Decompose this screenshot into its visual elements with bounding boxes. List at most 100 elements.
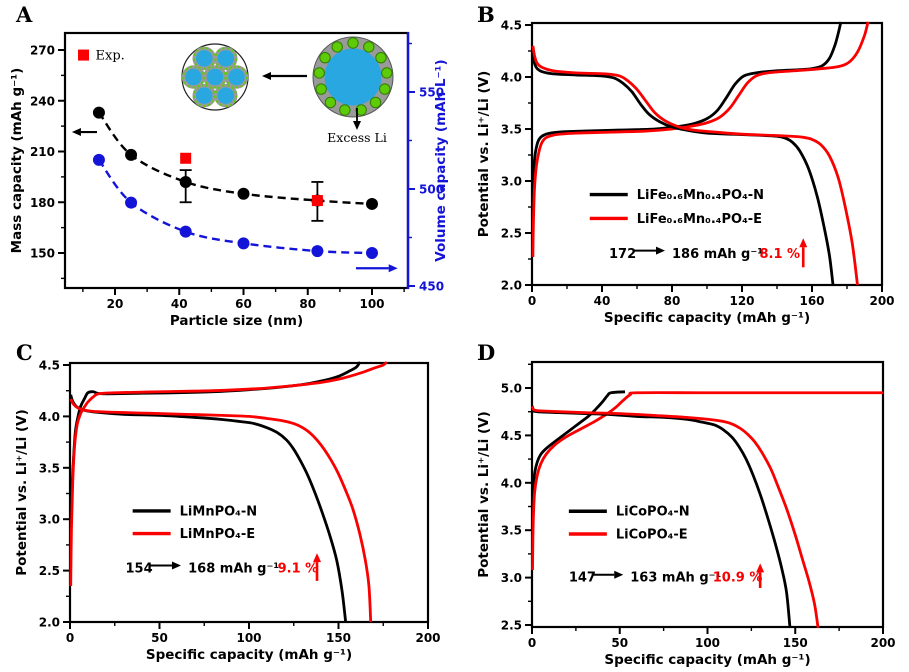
y-tick-label: 4.5: [501, 19, 522, 33]
x-tick-label: 100: [695, 636, 720, 650]
y-tick-label: 3.5: [501, 123, 522, 137]
series-LiCoPO4-E-discharge: [531, 405, 820, 629]
arrow-head: [756, 563, 765, 573]
excess-li-dot: [379, 83, 391, 95]
y-tick-label: 2.5: [501, 227, 522, 241]
x-tick-label: 50: [151, 631, 168, 645]
arrow-head: [171, 561, 181, 570]
legend-label: LiMnPO₄-N: [180, 504, 257, 519]
series-LiFe0.6Mn0.4PO4-E-charge: [531, 21, 870, 257]
x-tick-label: 160: [799, 294, 824, 308]
x-tick-label: 60: [235, 297, 252, 311]
y-tick-label: 4.5: [39, 359, 60, 373]
point-volume-capacity-calculated: [237, 237, 250, 250]
annotation-text: 9.1 %: [278, 562, 319, 577]
y-tick-label: 240: [30, 94, 55, 108]
point-volume-capacity-calculated: [179, 225, 192, 238]
panel-b-label: B: [477, 2, 495, 27]
y-tick-label: 4.0: [39, 410, 60, 424]
series-LiFe0.6Mn0.4PO4-E-discharge: [531, 45, 859, 286]
legend-label: LiMnPO₄-E: [180, 527, 255, 542]
y-tick-label: 3.0: [39, 513, 60, 527]
legend-label: LiCoPO₄-E: [616, 527, 688, 542]
y-axis-label: Potential vs. Li⁺/Li (V): [476, 411, 492, 578]
y-tick-label: 4.0: [501, 71, 522, 85]
annotation-text: 147: [569, 571, 596, 586]
annotation-text: 154: [125, 562, 152, 577]
excess-li-dot: [363, 41, 375, 53]
annotation-text: 172: [609, 247, 636, 262]
arrow-head: [71, 128, 81, 137]
point-volume-capacity-calculated: [311, 245, 324, 258]
series-LiFe0.6Mn0.4PO4-N-discharge: [531, 53, 835, 286]
x-tick-label: 20: [107, 297, 124, 311]
y2-axis-label: Volume capacity (mAh L⁻¹): [433, 59, 449, 261]
excess-li-dot: [347, 37, 359, 49]
x-tick-label: 0: [528, 636, 536, 650]
y-tick-label: 3.0: [501, 175, 522, 189]
annotation-text: 186 mAh g⁻¹: [672, 247, 763, 262]
series-mass-capacity-calculated: [97, 111, 373, 206]
x-tick-label: 0: [528, 294, 536, 308]
x-tick-label: 200: [415, 631, 440, 645]
x-axis-label: Specific capacity (mAh g⁻¹): [146, 647, 352, 663]
panel-a-label: A: [16, 2, 33, 27]
excess-li-dot: [339, 104, 351, 116]
annotation-text: 168 mAh g⁻¹: [188, 562, 279, 577]
y-axis-label: Mass capacity (mAh g⁻¹): [9, 68, 25, 254]
x-tick-label: 150: [783, 636, 808, 650]
y-tick-label: 2.0: [501, 279, 522, 293]
excess-li-dot: [355, 104, 367, 116]
x-tick-label: 100: [236, 631, 261, 645]
y-tick-label: 3.5: [501, 524, 522, 538]
x-tick-label: 150: [326, 631, 351, 645]
legend-label: LiFe₀.₆Mn₀.₄PO₄-N: [637, 188, 764, 203]
x-tick-label: 120: [729, 294, 754, 308]
particle-inset-illustration: Excess Li: [181, 36, 394, 145]
y2-tick-label: 500: [419, 183, 444, 197]
x-tick-label: 200: [869, 294, 894, 308]
point-experimental-mass: [180, 152, 192, 164]
y-tick-label: 2.0: [39, 616, 60, 630]
y-tick-label: 210: [30, 145, 55, 159]
panel-c-label: C: [16, 340, 33, 365]
point-volume-capacity-calculated: [125, 196, 138, 209]
x-tick-label: 40: [171, 297, 188, 311]
x-tick-label: 80: [664, 294, 681, 308]
excess-li-dot: [324, 96, 337, 109]
arrow-head: [353, 121, 361, 130]
arrow-head: [262, 72, 271, 80]
panel-c-chart: 0 50 100 150 200 Specific capacity (mAh g⁻¹) 2…: [14, 359, 441, 664]
arrow-head: [388, 264, 398, 273]
y-tick-label: 270: [30, 44, 55, 58]
y-tick-label: 3.0: [501, 571, 522, 585]
y-tick-label: 4.5: [501, 429, 522, 443]
series-LiCoPO4-E-charge: [531, 391, 883, 571]
arrow-head: [799, 238, 808, 248]
series-LiFe0.6Mn0.4PO4-N-charge: [531, 21, 843, 197]
point-volume-capacity-calculated: [92, 153, 105, 166]
plot-frame: [68, 361, 430, 624]
point-experimental-mass: [311, 195, 323, 207]
legend-label: LiCoPO₄-N: [616, 505, 690, 520]
series-LiMnPO4-E-discharge: [69, 398, 373, 623]
point-mass-capacity-calculated: [237, 187, 250, 200]
x-tick-label: 200: [870, 636, 895, 650]
y-axis-label: Potential vs. Li⁺/Li (V): [14, 409, 30, 576]
arrow-head: [656, 246, 665, 255]
x-tick-label: 100: [359, 297, 384, 311]
x-axis-label: Specific capacity (mAh g⁻¹): [604, 652, 810, 668]
excess-li-dot: [381, 67, 393, 79]
point-volume-capacity-calculated: [366, 247, 378, 260]
excess-li-dot: [319, 51, 331, 64]
x-tick-label: 40: [594, 294, 611, 308]
point-mass-capacity-calculated: [92, 106, 105, 119]
annotation-text: 163 mAh g⁻¹: [630, 571, 721, 586]
excess-li-dot: [375, 51, 387, 64]
y-tick-label: 4.0: [501, 476, 522, 490]
excess-li-dot: [331, 41, 343, 53]
x-axis-label: Specific capacity (mAh g⁻¹): [604, 310, 810, 326]
y2-tick-label: 550: [419, 86, 444, 100]
series-LiMnPO4-E-charge: [69, 361, 388, 587]
